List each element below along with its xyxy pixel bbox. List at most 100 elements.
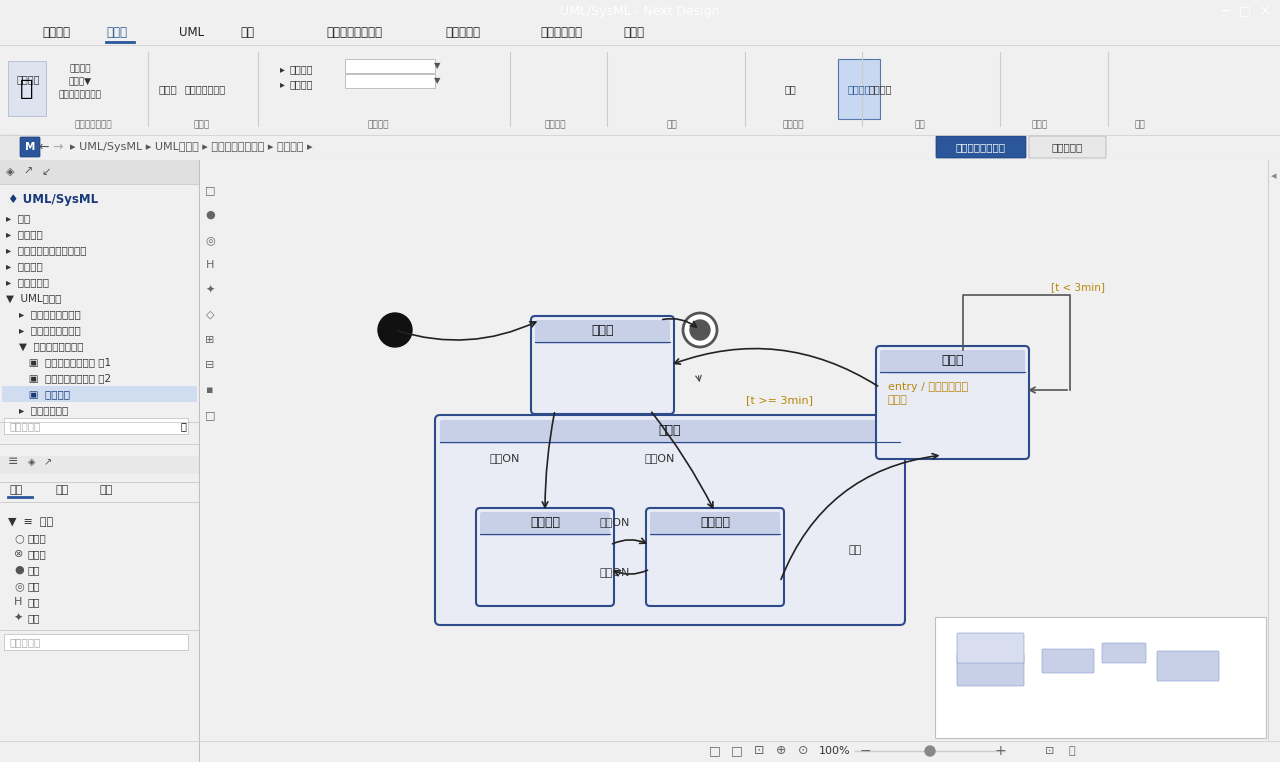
Text: ビュー: ビュー [1032,120,1048,129]
Text: ⊙: ⊙ [797,744,808,757]
Text: エディタ: エディタ [847,84,870,94]
Text: ▼  ステートマシン図: ▼ ステートマシン図 [6,341,83,351]
FancyBboxPatch shape [957,654,1024,686]
Text: 入力: 入力 [100,485,113,495]
Text: ⊞: ⊞ [205,335,215,345]
Text: コピー▼: コピー▼ [69,78,91,87]
Text: 状態遷移表: 状態遷移表 [1051,142,1083,152]
Text: ●: ● [14,565,24,575]
Text: ◂: ◂ [1271,171,1277,181]
Text: □: □ [1239,5,1251,18]
Text: ▸: ▸ [279,64,284,74]
Text: H: H [14,597,22,607]
Text: ▪: ▪ [206,385,214,395]
Text: トレース: トレース [367,120,389,129]
FancyBboxPatch shape [1157,651,1219,681]
Text: 開始: 開始 [28,565,41,575]
Circle shape [925,746,934,756]
Bar [838,59,881,119]
Text: 段落: 段落 [667,120,677,129]
Text: ▸  システムアーキテクチャ: ▸ システムアーキテクチャ [6,245,87,255]
Text: ─: ─ [1221,5,1229,18]
FancyBboxPatch shape [881,350,1025,374]
Text: 停止中: 停止中 [591,325,613,338]
Text: UML: UML [179,27,205,40]
FancyBboxPatch shape [1042,649,1094,673]
Text: 入場点: 入場点 [28,533,47,543]
Text: チーム開発: チーム開発 [445,27,480,40]
Text: ▼  ≡  状態: ▼ ≡ 状態 [8,517,54,527]
Text: ▸  コンポーネント図: ▸ コンポーネント図 [6,309,81,319]
Text: プロファイル: プロファイル [540,27,582,40]
Bar [0,160,200,184]
Text: モデル: モデル [195,120,210,129]
FancyBboxPatch shape [1029,136,1106,158]
FancyBboxPatch shape [957,633,1024,663]
Text: 参照: 参照 [55,485,68,495]
Text: 暖房ON: 暖房ON [645,453,675,463]
Text: ▸  物理構成: ▸ 物理構成 [6,261,42,271]
Text: ▸  シーケンス図: ▸ シーケンス図 [6,405,68,415]
Text: スタイルのコピー: スタイルのコピー [59,91,101,100]
Text: 停止: 停止 [849,545,861,555]
Text: 冷房ON: 冷房ON [490,453,520,463]
Text: ✦: ✦ [14,613,23,623]
Text: ▸: ▸ [279,79,284,89]
Text: 貼り付け: 貼り付け [17,74,40,84]
Bar [0,456,200,474]
Text: ↙: ↙ [41,167,51,177]
Text: ▣  ステートマシン図 例2: ▣ ステートマシン図 例2 [6,373,111,383]
FancyBboxPatch shape [876,346,1029,459]
Text: ▸ UML/SysML ▸ UML図例集 ▸ ステートマシン図 ▸ エアコン ▸: ▸ UML/SysML ▸ UML図例集 ▸ ステートマシン図 ▸ エアコン ▸ [70,142,312,152]
Text: H: H [206,260,214,270]
Text: −: − [859,744,870,758]
Text: 暖房ON: 暖房ON [600,517,630,527]
FancyBboxPatch shape [480,512,611,536]
Text: ◎: ◎ [205,235,215,245]
Text: 運転中: 運転中 [659,424,681,437]
Text: 暖房運転: 暖房運転 [700,517,730,530]
Text: ▸  要求分析: ▸ 要求分析 [6,229,42,239]
Text: ⊟: ⊟ [205,360,215,370]
Text: 配置: 配置 [915,120,925,129]
Text: 履歴: 履歴 [28,597,41,607]
Text: 表示: 表示 [241,27,255,40]
Text: ファイル: ファイル [42,27,70,40]
Text: ホーム: ホーム [106,27,127,40]
Text: ✦: ✦ [205,285,215,295]
Text: アップ: アップ [888,395,908,405]
FancyBboxPatch shape [531,316,675,414]
Text: →: → [52,140,63,153]
Text: ←: ← [38,140,49,153]
Text: ○: ○ [14,533,24,543]
Text: キーワード: キーワード [10,421,41,431]
Text: ⊡: ⊡ [1046,746,1055,756]
Text: 冷房運転: 冷房運転 [530,517,561,530]
FancyBboxPatch shape [646,508,783,606]
Bar [346,74,435,88]
Text: ♦ UML/SysML: ♦ UML/SysML [8,194,99,207]
Text: スタイル: スタイル [782,120,804,129]
Circle shape [378,313,412,347]
FancyBboxPatch shape [650,512,780,536]
Text: [t >= 3min]: [t >= 3min] [746,395,814,405]
FancyBboxPatch shape [936,136,1027,158]
Text: ▸  アクティビティ図: ▸ アクティビティ図 [6,325,81,335]
Text: ✕: ✕ [1260,5,1270,18]
Text: □: □ [731,744,742,757]
Circle shape [690,320,710,340]
Text: ◈: ◈ [28,457,36,467]
Text: 退場点: 退場点 [28,549,47,559]
Text: 次の関連: 次の関連 [291,79,314,89]
Text: モデル: モデル [159,84,178,94]
Text: ◈: ◈ [5,167,14,177]
Bar [8,61,46,116]
Text: 新規: 新規 [10,485,23,495]
Text: 📋: 📋 [20,79,33,99]
Text: □: □ [205,185,215,195]
Text: ≡: ≡ [8,455,18,468]
Text: ◎: ◎ [14,581,24,591]
Text: entry / 時間カウント: entry / 時間カウント [888,382,968,392]
Text: 🔍: 🔍 [180,421,186,431]
FancyBboxPatch shape [476,508,614,606]
